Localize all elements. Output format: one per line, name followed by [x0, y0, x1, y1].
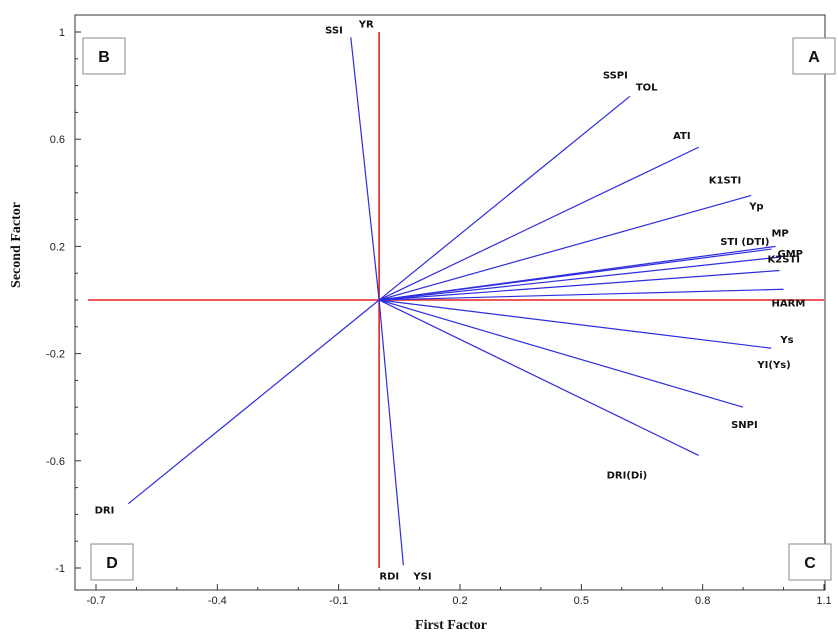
- y-tick-label: 0.6: [50, 134, 65, 146]
- vector-label: RDI: [379, 571, 399, 582]
- vector-k2sti: [379, 269, 780, 301]
- quadrant-box-d: D: [90, 543, 134, 581]
- vector-layer: [127, 37, 784, 566]
- vector-sspi: [378, 95, 631, 301]
- vector-ys: [379, 299, 772, 349]
- x-tick-label: 0.2: [452, 595, 467, 607]
- vector-snpi: [378, 299, 744, 408]
- vector-k1sti: [378, 194, 752, 301]
- vector-dri: [127, 299, 380, 505]
- vector-harm: [379, 288, 784, 301]
- quadrant-label-c: C: [804, 555, 816, 572]
- vector-label: YSI: [412, 571, 431, 582]
- vector-label: SSI: [325, 25, 343, 36]
- vector-mp: [379, 245, 776, 301]
- vector-label: Ys: [779, 335, 793, 346]
- vector-label: ATI: [673, 131, 691, 142]
- quadrant-label-d: D: [106, 555, 118, 572]
- vector-ati: [378, 146, 699, 301]
- vector-label: TOL: [636, 82, 658, 93]
- quadrant-box-c: C: [788, 543, 832, 581]
- quadrant-box-a: A: [792, 37, 836, 75]
- y-tick-label: -0.2: [46, 349, 65, 361]
- quadrant-label-b: B: [98, 49, 110, 66]
- y-tick-label: -0.6: [46, 456, 65, 468]
- vector-label: GMP: [778, 249, 804, 260]
- plot-frame: [74, 14, 826, 591]
- vector-label: SNPI: [731, 420, 758, 431]
- vector-label-layer: SSI YR SSPI TOL ATI K1STI Yp STI (DTI)MP GMPK2ST…: [95, 19, 806, 582]
- vector-label: Yp: [748, 201, 763, 212]
- quadrant-label-a: A: [808, 49, 820, 66]
- vector-label: DRI(Di): [607, 470, 648, 481]
- x-axis-title: First Factor: [415, 618, 487, 633]
- x-tick-label: -0.1: [329, 595, 348, 607]
- y-axis-title: Second Factor: [9, 202, 24, 288]
- vector-rdi: [378, 299, 404, 566]
- vector-label: HARM: [772, 298, 806, 309]
- vector-label: STI (DTI): [720, 237, 769, 248]
- x-tick-label: -0.4: [208, 595, 227, 607]
- y-tick-label: 1: [59, 27, 65, 39]
- vector-gmp: [379, 256, 780, 301]
- vector-label: MP: [771, 228, 788, 239]
- vector-dri-di: [378, 299, 699, 456]
- x-tick-label: 0.5: [574, 595, 589, 607]
- vector-label: YI(Ys): [756, 360, 790, 371]
- vector-label: SSPI: [603, 70, 628, 81]
- tick-layer: -0.7 -0.4 -0.1 0.2 0.5 0.8 1.1 1 0.6 0.2 -0.2 -0.6 -…: [46, 27, 832, 607]
- vector-label: YR: [358, 19, 374, 30]
- quadrant-box-b: B: [82, 37, 126, 75]
- x-tick-label: -0.7: [87, 595, 106, 607]
- y-tick-label: 0.2: [50, 241, 65, 253]
- vector-ssi: [350, 37, 380, 301]
- vector-label: K1STI: [709, 175, 741, 186]
- vector-label: DRI: [95, 506, 115, 517]
- x-tick-label: 0.8: [695, 595, 710, 607]
- vector-label: K2STI: [768, 255, 800, 266]
- y-tick-label: -1: [55, 563, 65, 575]
- x-tick-label: 1.1: [816, 595, 831, 607]
